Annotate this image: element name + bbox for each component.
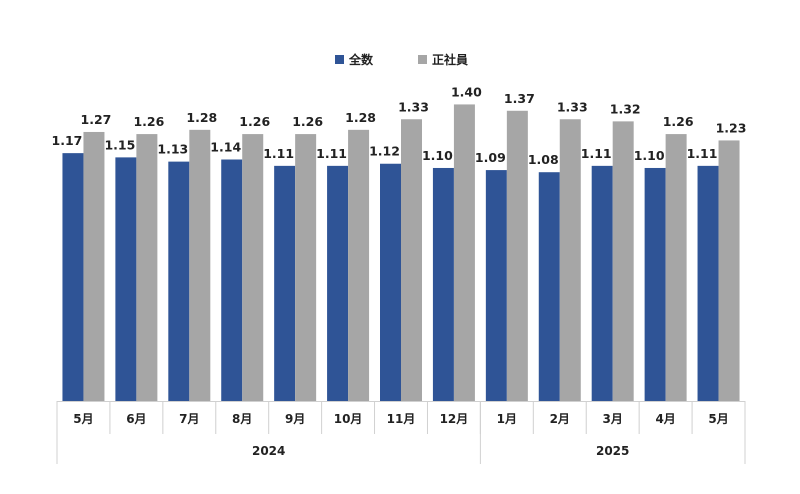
- value-label-series-0-10: 1.11: [581, 146, 612, 161]
- value-label-series-1-9: 1.33: [557, 99, 588, 114]
- value-label-series-0-11: 1.10: [634, 148, 665, 163]
- value-label-series-0-9: 1.08: [528, 152, 559, 167]
- value-label-series-0-2: 1.13: [157, 142, 188, 157]
- x-tick-label-1: 6月: [126, 412, 146, 426]
- x-axis: 5月 6月 7月 8月 9月 10月 11月 12月 1月 2月 3月 4月 5月 2024 2025: [56, 401, 746, 464]
- value-label-series-1-3: 1.26: [239, 114, 270, 129]
- bars-group: [62, 104, 740, 402]
- value-label-series-0-4: 1.11: [263, 146, 294, 161]
- x-tick-label-4: 9月: [285, 412, 305, 426]
- value-label-series-1-7: 1.40: [451, 84, 482, 99]
- x-tick-label-5: 10月: [334, 412, 363, 426]
- bar-series-0-9: [538, 172, 560, 401]
- bar-series-0-8: [485, 170, 507, 401]
- bar-series-1-5: [348, 129, 370, 401]
- value-label-series-1-12: 1.23: [716, 120, 747, 135]
- x-tick-label-6: 11月: [387, 412, 416, 426]
- bar-series-1-9: [559, 119, 581, 401]
- value-label-series-0-5: 1.11: [316, 146, 347, 161]
- x-tick-label-0: 5月: [73, 412, 93, 426]
- bar-series-0-4: [274, 165, 296, 401]
- value-label-series-0-1: 1.15: [104, 137, 135, 152]
- bar-series-0-2: [168, 161, 190, 401]
- value-label-series-1-2: 1.28: [186, 110, 217, 125]
- bar-series-1-8: [506, 110, 528, 401]
- year-label-0: 2024: [252, 444, 285, 458]
- x-tick-label-8: 1月: [497, 412, 517, 426]
- bar-series-0-12: [697, 165, 719, 401]
- bar-series-1-4: [295, 134, 317, 401]
- value-label-series-1-4: 1.26: [292, 114, 323, 129]
- value-label-series-0-6: 1.12: [369, 144, 400, 159]
- legend-swatch-series-0: [335, 55, 344, 64]
- bar-series-1-1: [136, 134, 158, 401]
- bar-series-0-7: [432, 167, 454, 401]
- legend-label-series-1: 正社員: [432, 52, 468, 67]
- bar-series-0-3: [221, 159, 243, 401]
- bar-series-0-6: [380, 163, 401, 401]
- value-label-series-0-7: 1.10: [422, 148, 453, 163]
- legend: 全数 正社員: [335, 52, 468, 67]
- bar-series-1-7: [453, 104, 475, 402]
- value-label-series-1-11: 1.26: [663, 114, 694, 129]
- x-tick-label-9: 2月: [550, 412, 570, 426]
- legend-label-series-0: 全数: [348, 52, 374, 67]
- value-label-series-1-1: 1.26: [133, 114, 164, 129]
- bar-series-1-3: [242, 134, 264, 401]
- value-label-series-1-8: 1.37: [504, 91, 535, 106]
- bar-series-1-11: [665, 134, 687, 401]
- x-tick-label-2: 7月: [179, 412, 199, 426]
- bar-series-1-10: [612, 121, 634, 402]
- bar-series-0-11: [644, 167, 666, 401]
- bar-series-0-5: [327, 165, 349, 401]
- x-tick-label-3: 8月: [232, 412, 252, 426]
- bar-series-1-12: [718, 140, 740, 401]
- value-label-series-0-12: 1.11: [687, 146, 718, 161]
- bar-series-0-0: [62, 153, 84, 401]
- value-label-series-1-10: 1.32: [610, 101, 641, 116]
- x-tick-label-11: 4月: [655, 412, 675, 426]
- value-label-series-1-0: 1.27: [81, 112, 112, 127]
- value-label-series-0-0: 1.17: [52, 133, 83, 148]
- value-labels-group: 1.17 1.27 1.15 1.26 1.13 1.28 1.14 1.26 1.11 1.26…: [52, 84, 747, 167]
- value-label-series-0-8: 1.09: [475, 150, 506, 165]
- x-tick-label-7: 12月: [440, 412, 469, 426]
- bar-series-1-6: [401, 119, 422, 401]
- year-label-1: 2025: [596, 444, 629, 458]
- value-label-series-1-5: 1.28: [345, 110, 376, 125]
- legend-swatch-series-1: [418, 55, 427, 64]
- bar-series-0-1: [115, 157, 137, 401]
- value-label-series-0-3: 1.14: [210, 140, 241, 155]
- bar-series-0-10: [591, 165, 613, 401]
- bar-series-1-2: [189, 129, 211, 401]
- bar-series-1-0: [83, 131, 105, 401]
- x-tick-label-10: 3月: [603, 412, 623, 426]
- x-tick-label-12: 5月: [708, 412, 728, 426]
- value-label-series-1-6: 1.33: [398, 99, 429, 114]
